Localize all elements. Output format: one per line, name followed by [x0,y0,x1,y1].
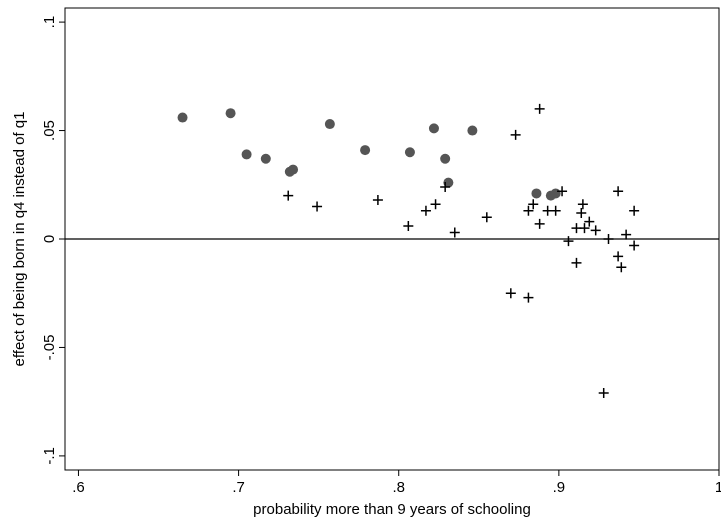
point [312,201,323,212]
y-tick-label: .1 [41,16,58,29]
point [629,240,640,251]
point [241,149,252,160]
point [260,153,271,164]
x-tick-label: .6 [72,479,85,496]
point [428,123,439,134]
point [613,251,624,262]
point [467,125,478,136]
point [324,119,335,130]
point [557,186,568,197]
y-tick-label: -.1 [41,447,58,465]
point [621,229,632,240]
point [576,207,587,218]
point [563,236,574,247]
x-tick-label: .9 [553,479,566,496]
point [577,199,588,210]
point [288,164,299,175]
point [283,190,294,201]
point [579,223,590,234]
y-tick-label: -.05 [41,335,58,361]
point [550,205,561,216]
point [404,147,415,158]
point [598,388,609,398]
point [372,194,383,205]
x-tick-label: 1 [715,479,721,496]
point [510,129,521,140]
point [531,188,542,199]
point [613,186,624,197]
point [481,212,492,223]
point [225,108,236,119]
point [360,145,371,156]
point [550,188,561,199]
point [440,153,451,164]
point [603,234,614,244]
point [523,292,534,303]
point [584,216,595,227]
x-tick-label: .7 [232,479,245,496]
point [440,181,451,192]
point [629,205,640,216]
point [534,218,545,229]
point [505,288,516,299]
point [523,205,534,216]
y-tick-label: .05 [41,120,58,141]
y-axis-title: effect of being born in q4 instead of q1 [11,112,28,367]
x-tick-label: .8 [392,479,405,496]
point [420,205,431,216]
point [430,199,441,210]
point [177,112,188,123]
x-axis-title: probability more than 9 years of schooli… [253,501,531,518]
y-tick-label: 0 [41,235,58,243]
point [616,262,627,273]
point [403,220,414,231]
point [528,199,539,210]
point [449,227,460,238]
point [534,103,545,114]
point [571,257,582,268]
point [590,225,601,236]
